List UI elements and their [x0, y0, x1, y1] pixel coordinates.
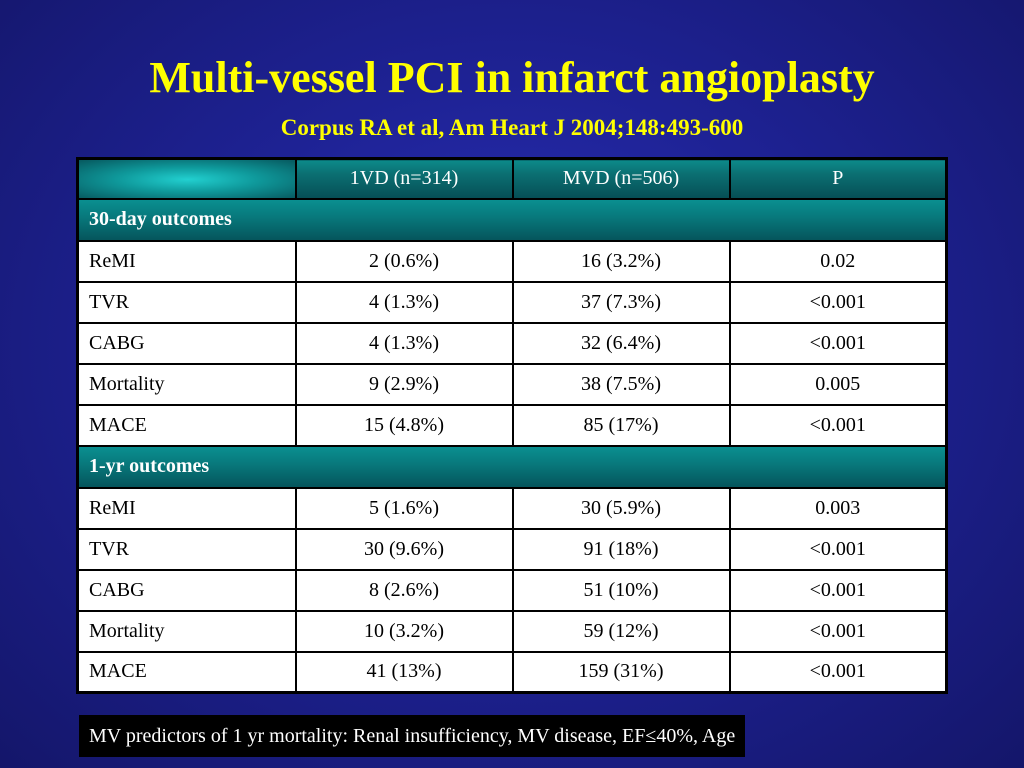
cell-1vd: 30 (9.6%)	[294, 527, 514, 571]
row-label: ReMI	[76, 486, 297, 530]
row-label: TVR	[76, 527, 297, 571]
row-label: ReMI	[76, 239, 297, 283]
header-corner-cell	[76, 157, 297, 200]
cell-mvd: 51 (10%)	[511, 568, 731, 612]
cell-p: <0.001	[728, 568, 948, 612]
table-row: MACE 41 (13%) 159 (31%) <0.001	[76, 650, 948, 694]
table-row: MACE 15 (4.8%) 85 (17%) <0.001	[76, 403, 948, 447]
header-mvd: MVD (n=506)	[511, 157, 731, 200]
cell-1vd: 5 (1.6%)	[294, 486, 514, 530]
cell-mvd: 16 (3.2%)	[511, 239, 731, 283]
cell-mvd: 91 (18%)	[511, 527, 731, 571]
cell-p: <0.001	[728, 321, 948, 365]
table-row: TVR 4 (1.3%) 37 (7.3%) <0.001	[76, 280, 948, 324]
header-1vd: 1VD (n=314)	[294, 157, 514, 200]
table-row: CABG 8 (2.6%) 51 (10%) <0.001	[76, 568, 948, 612]
outcomes-table: 1VD (n=314) MVD (n=506) P 30-day outcome…	[76, 157, 948, 694]
cell-p: 0.003	[728, 486, 948, 530]
cell-1vd: 15 (4.8%)	[294, 403, 514, 447]
row-label: CABG	[76, 568, 297, 612]
cell-mvd: 59 (12%)	[511, 609, 731, 653]
cell-1vd: 9 (2.9%)	[294, 362, 514, 406]
row-label: Mortality	[76, 609, 297, 653]
section-label: 1-yr outcomes	[76, 444, 948, 489]
cell-1vd: 10 (3.2%)	[294, 609, 514, 653]
slide-title: Multi-vessel PCI in infarct angioplasty	[149, 53, 875, 102]
row-label: MACE	[76, 650, 297, 694]
section-label: 30-day outcomes	[76, 197, 948, 242]
cell-p: <0.001	[728, 650, 948, 694]
row-label: TVR	[76, 280, 297, 324]
table-row: CABG 4 (1.3%) 32 (6.4%) <0.001	[76, 321, 948, 365]
cell-p: <0.001	[728, 609, 948, 653]
cell-p: 0.02	[728, 239, 948, 283]
cell-mvd: 85 (17%)	[511, 403, 731, 447]
cell-mvd: 159 (31%)	[511, 650, 731, 694]
footnote-box: MV predictors of 1 yr mortality: Renal i…	[79, 715, 746, 757]
cell-p: <0.001	[728, 280, 948, 324]
cell-p: 0.005	[728, 362, 948, 406]
table-header-row: 1VD (n=314) MVD (n=506) P	[76, 157, 948, 200]
cell-mvd: 30 (5.9%)	[511, 486, 731, 530]
table-row: TVR 30 (9.6%) 91 (18%) <0.001	[76, 527, 948, 571]
row-label: Mortality	[76, 362, 297, 406]
table-row: ReMI 5 (1.6%) 30 (5.9%) 0.003	[76, 486, 948, 530]
cell-p: <0.001	[728, 403, 948, 447]
cell-mvd: 37 (7.3%)	[511, 280, 731, 324]
slide-subtitle: Corpus RA et al, Am Heart J 2004;148:493…	[280, 115, 744, 140]
cell-1vd: 41 (13%)	[294, 650, 514, 694]
cell-1vd: 2 (0.6%)	[294, 239, 514, 283]
table-row: ReMI 2 (0.6%) 16 (3.2%) 0.02	[76, 239, 948, 283]
table-row: Mortality 9 (2.9%) 38 (7.5%) 0.005	[76, 362, 948, 406]
cell-1vd: 4 (1.3%)	[294, 321, 514, 365]
cell-mvd: 38 (7.5%)	[511, 362, 731, 406]
section-row-30-day: 30-day outcomes	[76, 197, 948, 242]
cell-p: <0.001	[728, 527, 948, 571]
header-p: P	[728, 157, 948, 200]
table-row: Mortality 10 (3.2%) 59 (12%) <0.001	[76, 609, 948, 653]
cell-1vd: 8 (2.6%)	[294, 568, 514, 612]
cell-1vd: 4 (1.3%)	[294, 280, 514, 324]
row-label: CABG	[76, 321, 297, 365]
section-row-1-yr: 1-yr outcomes	[76, 444, 948, 489]
row-label: MACE	[76, 403, 297, 447]
cell-mvd: 32 (6.4%)	[511, 321, 731, 365]
